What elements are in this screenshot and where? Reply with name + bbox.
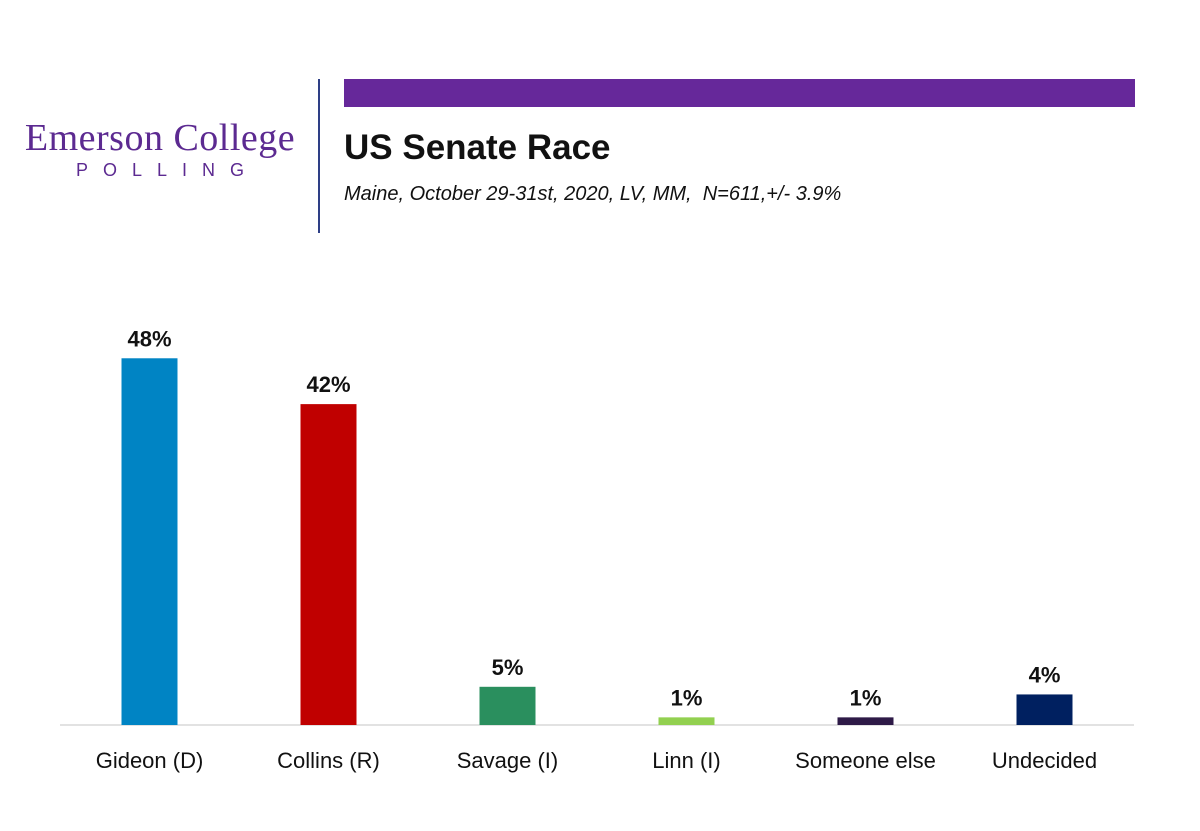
category-label-4: Someone else [795, 748, 936, 773]
logo-wordmark: Emerson College [24, 117, 296, 159]
bar-4 [837, 717, 894, 725]
logo-subtitle: POLLING [75, 160, 260, 180]
value-label-2: 5% [492, 655, 524, 680]
category-label-0: Gideon (D) [96, 748, 204, 773]
emerson-logo: Emerson College POLLING [24, 118, 296, 181]
bar-1 [300, 404, 357, 725]
bar-5 [1016, 694, 1073, 725]
chart-subtitle: Maine, October 29-31st, 2020, LV, MM, N=… [344, 183, 842, 205]
value-label-1: 42% [306, 372, 350, 397]
accent-bar [344, 79, 1135, 107]
value-label-4: 1% [850, 685, 882, 710]
value-label-0: 48% [127, 326, 171, 351]
header-divider [318, 79, 320, 233]
value-label-3: 1% [671, 685, 703, 710]
category-label-1: Collins (R) [277, 748, 380, 773]
bar-3 [658, 717, 715, 725]
bar-2 [479, 686, 536, 725]
bar-0 [121, 358, 178, 725]
value-label-5: 4% [1029, 662, 1061, 687]
category-label-3: Linn (I) [652, 748, 720, 773]
category-label-5: Undecided [992, 748, 1097, 773]
category-label-2: Savage (I) [457, 748, 559, 773]
chart-title: US Senate Race [344, 128, 611, 167]
